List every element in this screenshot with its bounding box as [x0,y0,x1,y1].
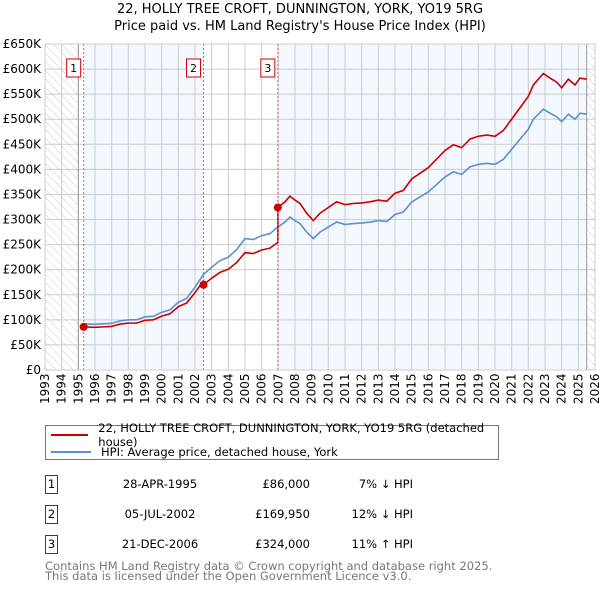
legend-item-price: 22, HOLLY TREE CROFT, DUNNINGTON, YORK, … [51,421,498,449]
sale-label-number: 1 [70,62,77,75]
x-tick-label: 2009 [305,373,319,404]
y-tick-label: £300K [3,213,43,227]
y-tick-label: £600K [3,62,43,76]
sale-price: £169,950 [255,507,310,521]
x-tick-label: 2003 [205,373,219,404]
x-tick-label: 2008 [288,373,302,404]
x-tick-label: 2004 [221,373,235,404]
x-tick-label: 1995 [71,373,85,404]
ownership-band [83,44,204,370]
x-tick-label: 2018 [455,373,469,404]
sale-label-number: 3 [264,62,271,75]
legend-swatch-price [51,434,89,436]
y-tick-label: £650K [3,37,43,51]
sale-label-number: 2 [190,62,197,75]
x-tick-label: 2019 [471,373,485,404]
x-tick-label: 2025 [571,373,585,404]
sale-number-badge: 2 [45,505,58,524]
y-tick-label: £200K [3,263,43,277]
x-tick-label: 2016 [421,373,435,404]
legend-label-hpi: HPI: Average price, detached house, York [101,445,338,459]
y-tick-label: £250K [3,238,43,252]
y-tick-label: £550K [3,87,43,101]
sale-date: 21-DEC-2006 [121,537,199,551]
x-tick-label: 1994 [55,373,69,404]
sale-point [79,322,88,331]
sale-price: £86,000 [262,477,310,491]
sale-hpi-diff: 7% ↓ HPI [358,477,413,491]
y-tick-label: £400K [3,162,43,176]
x-tick-label: 1996 [88,373,102,404]
x-tick-label: 2001 [171,373,185,404]
y-tick-label: £50K [10,338,42,352]
x-tick-label: 2011 [338,373,352,404]
sale-label-box [260,58,276,78]
legend-item-hpi: HPI: Average price, detached house, York [51,444,338,460]
chart-subtitle: Price paid vs. HM Land Registry's House … [114,19,486,34]
sale-price: £324,000 [255,537,310,551]
x-tick-label: 1997 [105,373,119,404]
sale-number-badge: 1 [45,475,58,494]
no-data-hatch [586,44,595,370]
legend-label-price: 22, HOLLY TREE CROFT, DUNNINGTON, YORK, … [98,421,485,449]
x-tick-label: 2013 [371,373,385,404]
sale-row: 2 05-JUL-2002 £169,950 12% ↓ HPI [45,505,445,525]
plot-frame [44,43,596,371]
x-tick-label: 1993 [38,373,52,404]
x-tick-label: 2021 [505,373,519,404]
footer-licence: This data is licensed under the Open Gov… [45,569,412,583]
sale-label-box [186,58,201,78]
sale-row: 3 21-DEC-2006 £324,000 11% ↑ HPI [45,535,445,555]
x-tick-label: 2007 [271,373,285,404]
sale-hpi-diff: 11% ↑ HPI [351,537,413,551]
x-tick-label: 2010 [321,373,335,404]
x-tick-label: 2022 [521,373,535,404]
x-tick-label: 2020 [488,373,502,404]
x-tick-label: 2015 [405,373,419,404]
price-chart: 1993 1994 1995 1996 1997 1998 1999 2000 2001 2002… [3,37,600,404]
sale-date: 28-APR-1995 [122,477,198,491]
sale-row: 1 28-APR-1995 £86,000 7% ↓ HPI [45,475,445,495]
sale-date: 05-JUL-2002 [124,507,196,521]
x-tick-label: 1999 [138,373,152,404]
x-tick-label: 2014 [388,373,402,404]
x-tick-label: 2000 [155,373,169,404]
x-tick-label: 2006 [255,373,269,404]
y-tick-label: £0 [26,363,41,377]
price-series-line [83,72,587,329]
x-tick-label: 2024 [555,373,569,404]
sale-point [273,203,282,212]
sale-point [199,280,208,289]
legend: 22, HOLLY TREE CROFT, DUNNINGTON, YORK, … [45,421,499,460]
sale-label-box [66,58,82,78]
footer-copyright: Contains HM Land Registry data © Crown c… [45,559,493,573]
y-tick-label: £100K [3,313,43,327]
y-tick-label: £450K [3,137,43,151]
ownership-band [277,44,587,370]
sale-hpi-diff: 12% ↓ HPI [351,507,413,521]
hpi-series-line [83,108,587,326]
legend-swatch-hpi [51,451,91,453]
y-tick-label: £150K [3,288,43,302]
chart-title: 22, HOLLY TREE CROFT, DUNNINGTON, YORK, … [116,2,484,17]
y-tick-label: £350K [3,187,43,201]
x-tick-label: 2023 [538,373,552,404]
x-tick-label: 2002 [188,373,202,404]
x-tick-label: 1998 [121,373,135,404]
x-tick-label: 2017 [438,373,452,404]
sale-number-badge: 3 [45,535,58,554]
y-tick-label: £500K [3,112,43,126]
x-tick-label: 2026 [588,373,600,404]
x-tick-label: 2012 [355,373,369,404]
x-tick-label: 2005 [238,373,252,404]
